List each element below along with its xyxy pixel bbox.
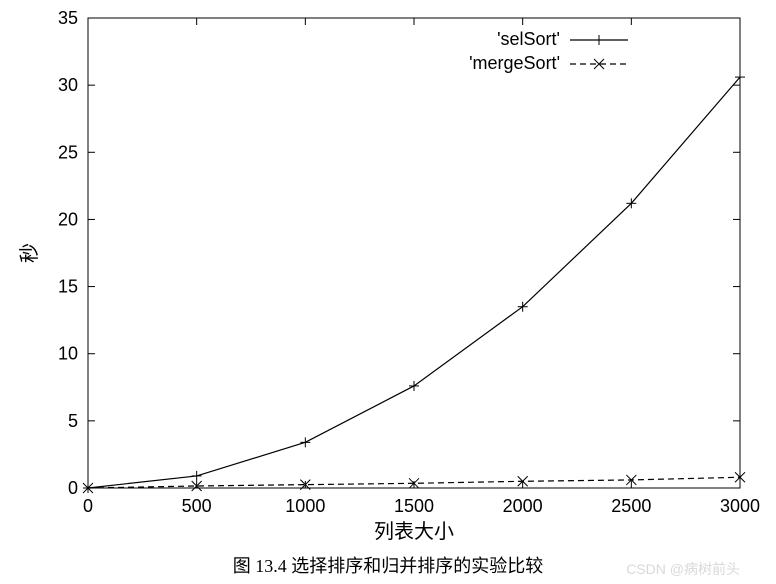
chart-container: 0 500 1000 1500 2000 2500 3000 0 5 10 15 20 25 30 35 列表…	[0, 0, 776, 584]
x-tick-label: 2500	[611, 496, 651, 516]
legend-marker	[594, 35, 604, 45]
y-tick-label: 30	[58, 75, 78, 95]
series-marker-0	[300, 437, 310, 447]
y-tick-label: 0	[68, 478, 78, 498]
series-line-0	[88, 77, 740, 488]
x-axis-label: 列表大小	[374, 520, 454, 543]
series-marker-0	[409, 381, 419, 391]
x-tick-label: 1500	[394, 496, 434, 516]
x-tick-label: 1000	[285, 496, 325, 516]
line-chart: 0 500 1000 1500 2000 2500 3000 0 5 10 15 20 25 30 35 列表…	[0, 0, 776, 584]
y-tick-label: 35	[58, 8, 78, 28]
legend-label: 'mergeSort'	[469, 53, 560, 73]
x-tick-label: 500	[182, 496, 212, 516]
legend-label: 'selSort'	[497, 29, 560, 49]
series-marker-0	[192, 471, 202, 481]
y-tick-label: 5	[68, 411, 78, 431]
x-tick-label: 3000	[720, 496, 760, 516]
x-tick-label: 0	[83, 496, 93, 516]
figure-caption: 图 13.4 选择排序和归并排序的实验比较	[233, 556, 544, 576]
y-tick-label: 10	[58, 344, 78, 364]
x-tick-label: 2000	[503, 496, 543, 516]
y-tick-label: 25	[58, 142, 78, 162]
plot-border	[88, 18, 740, 488]
y-axis-label: 秒	[18, 243, 41, 263]
y-tick-label: 20	[58, 209, 78, 229]
watermark: CSDN @病树前头	[626, 561, 740, 577]
y-tick-label: 15	[58, 277, 78, 297]
